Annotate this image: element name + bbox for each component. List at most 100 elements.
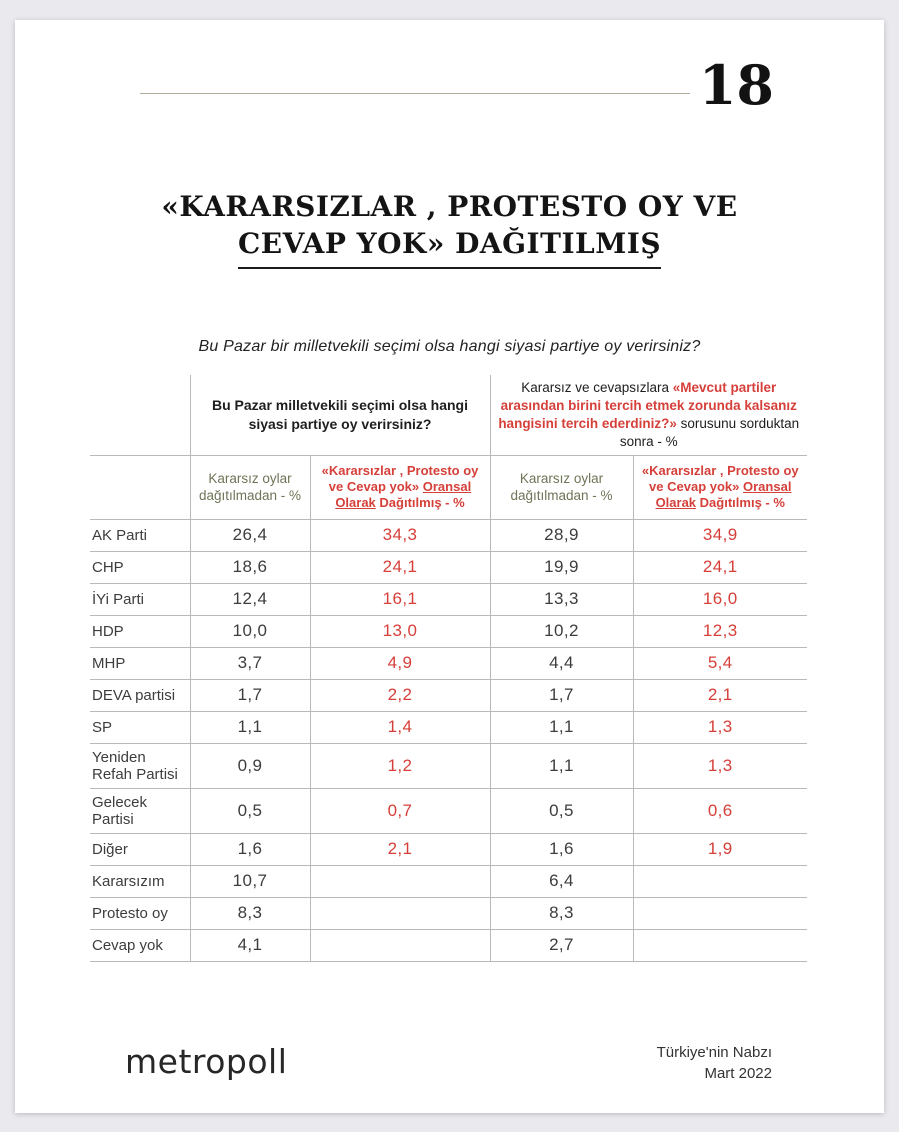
value-initial-undistributed: 1,6	[190, 833, 311, 866]
value-followup-distributed	[633, 865, 807, 898]
value-followup-distributed: 1,3	[633, 743, 807, 789]
table-row: Kararsızım 10,7 6,4	[90, 865, 807, 898]
subheader-distributed-part1: «Kararsızlar , Protesto oy ve Cevap yok»	[321, 463, 479, 494]
metropoll-logo: metropoll	[125, 1042, 288, 1081]
value-initial-distributed	[310, 929, 491, 962]
value-followup-undistributed: 13,3	[490, 583, 634, 616]
subheader-row: Kararsız oylar dağıtılmadan - % «Kararsı…	[90, 455, 807, 520]
subheader-initial-distributed: «Kararsızlar , Protesto oy ve Cevap yok»…	[310, 455, 491, 520]
corner-cell	[90, 375, 191, 456]
group-header-row: Bu Pazar milletvekili seçimi olsa hangi …	[90, 375, 807, 456]
value-initial-distributed	[310, 897, 491, 930]
value-followup-distributed	[633, 929, 807, 962]
group-header-followup-question: «Mevcut partiler arasından birini tercih…	[498, 379, 797, 431]
party-label: SP	[90, 711, 191, 744]
value-initial-undistributed: 0,5	[190, 788, 311, 834]
value-initial-distributed: 1,2	[310, 743, 491, 789]
value-initial-undistributed: 10,7	[190, 865, 311, 898]
table-row: Diğer 1,6 2,1 1,6 1,9	[90, 833, 807, 866]
value-initial-distributed: 2,1	[310, 833, 491, 866]
value-followup-distributed: 0,6	[633, 788, 807, 834]
table-row: AK Parti 26,4 34,3 28,9 34,9	[90, 519, 807, 552]
results-table-wrap: Bu Pazar milletvekili seçimi olsa hangi …	[90, 375, 807, 962]
value-initial-distributed: 2,2	[310, 679, 491, 712]
value-initial-undistributed: 4,1	[190, 929, 311, 962]
report-card: 18 «KARARSIZLAR , PROTESTO OY VE CEVAP Y…	[15, 20, 884, 1113]
value-followup-undistributed: 1,7	[490, 679, 634, 712]
subheader-distributed-part2: Dağıtılmış - %	[699, 495, 785, 510]
footer-source-line1: Türkiye'nin Nabzı	[656, 1044, 772, 1061]
value-followup-undistributed: 10,2	[490, 615, 634, 648]
party-label: Yeniden Refah Partisi	[90, 743, 191, 789]
party-label: DEVA partisi	[90, 679, 191, 712]
value-initial-distributed: 13,0	[310, 615, 491, 648]
group-header-initial: Bu Pazar milletvekili seçimi olsa hangi …	[190, 375, 491, 456]
value-initial-undistributed: 1,7	[190, 679, 311, 712]
value-initial-distributed: 1,4	[310, 711, 491, 744]
value-initial-undistributed: 12,4	[190, 583, 311, 616]
value-initial-undistributed: 0,9	[190, 743, 311, 789]
table-row: Cevap yok 4,1 2,7	[90, 929, 807, 962]
value-followup-undistributed: 1,1	[490, 711, 634, 744]
table-row: MHP 3,7 4,9 4,4 5,4	[90, 647, 807, 680]
value-followup-distributed: 34,9	[633, 519, 807, 552]
value-followup-undistributed: 19,9	[490, 551, 634, 584]
page-title: «KARARSIZLAR , PROTESTO OY VE CEVAP YOK»…	[15, 188, 884, 269]
value-followup-distributed: 24,1	[633, 551, 807, 584]
party-label: İYi Parti	[90, 583, 191, 616]
value-initial-distributed: 0,7	[310, 788, 491, 834]
value-followup-distributed: 16,0	[633, 583, 807, 616]
party-label: AK Parti	[90, 519, 191, 552]
value-followup-undistributed: 28,9	[490, 519, 634, 552]
table-row: CHP 18,6 24,1 19,9 24,1	[90, 551, 807, 584]
subheader-distributed-part2: Dağıtılmış - %	[379, 495, 465, 510]
table-row: İYi Parti 12,4 16,1 13,3 16,0	[90, 583, 807, 616]
footer-source-line2: Mart 2022	[704, 1065, 772, 1082]
value-followup-undistributed: 8,3	[490, 897, 634, 930]
value-followup-undistributed: 2,7	[490, 929, 634, 962]
value-followup-distributed: 1,3	[633, 711, 807, 744]
subheader-initial-undistributed: Kararsız oylar dağıtılmadan - %	[190, 455, 311, 520]
value-initial-undistributed: 26,4	[190, 519, 311, 552]
party-label: Cevap yok	[90, 929, 191, 962]
value-initial-undistributed: 18,6	[190, 551, 311, 584]
value-initial-undistributed: 3,7	[190, 647, 311, 680]
subheader-distributed-part1: «Kararsızlar , Protesto oy ve Cevap yok»	[641, 463, 799, 494]
value-initial-distributed: 16,1	[310, 583, 491, 616]
value-followup-undistributed: 6,4	[490, 865, 634, 898]
page-number: 18	[698, 53, 774, 117]
header-rule	[140, 93, 690, 94]
value-followup-distributed	[633, 897, 807, 930]
value-initial-distributed: 4,9	[310, 647, 491, 680]
table-row: Yeniden Refah Partisi 0,9 1,2 1,1 1,3	[90, 743, 807, 789]
page-title-line1: «KARARSIZLAR , PROTESTO OY VE	[161, 190, 738, 223]
value-followup-undistributed: 0,5	[490, 788, 634, 834]
value-followup-distributed: 2,1	[633, 679, 807, 712]
table-row: DEVA partisi 1,7 2,2 1,7 2,1	[90, 679, 807, 712]
subheader-distributed-underlined: Oransal Olarak	[335, 479, 472, 510]
value-followup-undistributed: 1,1	[490, 743, 634, 789]
page-title-line2: CEVAP YOK» DAĞITILMIŞ	[237, 225, 662, 269]
table-row: HDP 10,0 13,0 10,2 12,3	[90, 615, 807, 648]
results-table: Bu Pazar milletvekili seçimi olsa hangi …	[90, 375, 807, 962]
survey-question: Bu Pazar bir milletvekili seçimi olsa ha…	[198, 338, 701, 355]
party-label: Protesto oy	[90, 897, 191, 930]
value-initial-distributed: 24,1	[310, 551, 491, 584]
table-row: Protesto oy 8,3 8,3	[90, 897, 807, 930]
party-label: MHP	[90, 647, 191, 680]
value-initial-undistributed: 1,1	[190, 711, 311, 744]
value-initial-distributed	[310, 865, 491, 898]
group-header-followup: Kararsız ve cevapsızlara «Mevcut partile…	[490, 375, 807, 456]
subheader-distributed-underlined: Oransal Olarak	[655, 479, 792, 510]
table-row: Gelecek Partisi 0,5 0,7 0,5 0,6	[90, 788, 807, 834]
table-row: SP 1,1 1,4 1,1 1,3	[90, 711, 807, 744]
value-initial-distributed: 34,3	[310, 519, 491, 552]
value-followup-distributed: 5,4	[633, 647, 807, 680]
party-label: Kararsızım	[90, 865, 191, 898]
subheader-followup-distributed: «Kararsızlar , Protesto oy ve Cevap yok»…	[633, 455, 807, 520]
value-initial-undistributed: 10,0	[190, 615, 311, 648]
value-followup-undistributed: 1,6	[490, 833, 634, 866]
value-followup-undistributed: 4,4	[490, 647, 634, 680]
subheader-followup-undistributed: Kararsız oylar dağıtılmadan - %	[490, 455, 634, 520]
